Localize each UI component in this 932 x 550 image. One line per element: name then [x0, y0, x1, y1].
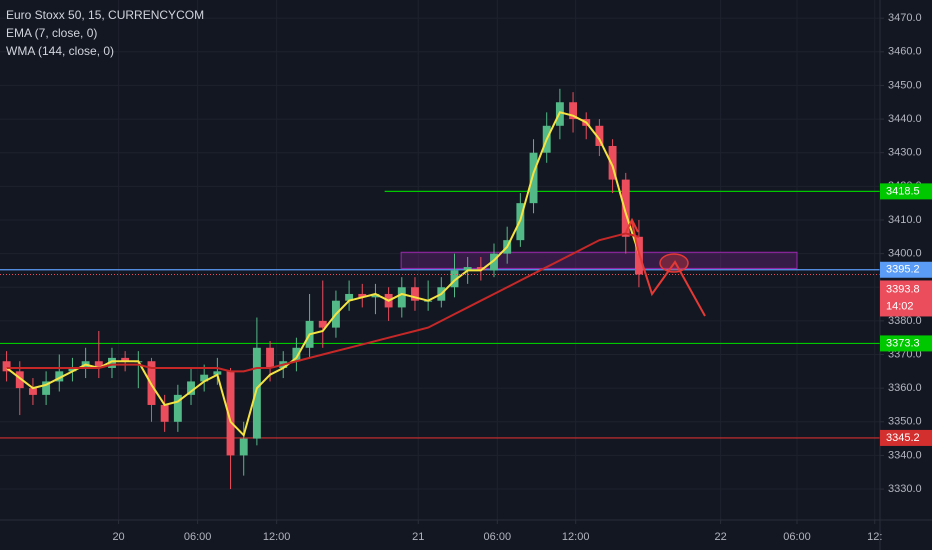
y-tick-label: 3370.0 [888, 348, 922, 360]
candle-body [187, 381, 195, 395]
drawing [625, 217, 706, 317]
candle-body [476, 267, 485, 271]
y-tick-label: 3400.0 [888, 248, 922, 260]
candle-body [94, 361, 103, 368]
level-label-box [880, 261, 932, 278]
candle-body [397, 287, 406, 308]
candle-body [200, 374, 209, 382]
legend-entry: WMA (144, close, 0) [6, 44, 114, 58]
level-label-box [880, 429, 932, 446]
y-tick-label: 3380.0 [888, 315, 922, 327]
candle-body [28, 388, 37, 395]
candle-body [345, 293, 354, 301]
y-tick-label: 3340.0 [888, 449, 922, 461]
candle-body [15, 371, 24, 389]
y-tick-label: 3350.0 [888, 416, 922, 428]
candle-body [463, 267, 472, 271]
candle-body [213, 371, 222, 375]
level-label: 3418.5 [886, 185, 920, 197]
candle-body [371, 293, 380, 298]
y-tick-label: 3460.0 [888, 46, 922, 58]
candle-body [608, 145, 617, 180]
candle-body [108, 357, 116, 368]
y-tick-label: 3430.0 [888, 147, 922, 159]
y-tick-label: 3440.0 [888, 113, 922, 125]
candle-body [318, 320, 327, 328]
x-tick-label: 21 [412, 531, 424, 543]
x-tick-label: 20 [112, 531, 124, 543]
countdown-label: 14:02 [886, 300, 914, 312]
arrow-head [625, 217, 639, 233]
x-tick-label: 12:00 [263, 531, 291, 543]
y-tick-label: 3410.0 [888, 214, 922, 226]
last-price-box [880, 280, 932, 317]
legend-entry: EMA (7, close, 0) [6, 26, 97, 40]
x-tick-label: 06:00 [184, 531, 212, 543]
zone [400, 251, 798, 269]
indicator-line [6, 232, 640, 373]
candle-body [160, 404, 169, 422]
candle-body [569, 102, 578, 120]
candle-body [121, 357, 130, 362]
level-label-box [880, 183, 932, 200]
y-tick-label: 3330.0 [888, 483, 922, 495]
x-tick-label: 22 [714, 531, 726, 543]
grid [0, 0, 880, 520]
level-label-box [880, 335, 932, 352]
chart-title: Euro Stoxx 50, 15, CURRENCYCOM [6, 8, 204, 22]
candle-body [68, 367, 77, 372]
highlight-circle [659, 253, 689, 273]
indicator-line [5, 111, 640, 438]
plot [0, 88, 880, 490]
candle-body [411, 287, 419, 301]
x-tick-label: 06:00 [783, 531, 811, 543]
candle-body [450, 270, 459, 288]
level-label: 3373.3 [886, 337, 920, 349]
candle-body [490, 253, 498, 271]
last-price-label: 3393.8 [886, 283, 920, 295]
candle-body [358, 293, 367, 298]
candle-body [226, 371, 235, 456]
candle-body [239, 438, 248, 456]
level-label: 3395.2 [886, 264, 920, 276]
y-tick-label: 3360.0 [888, 382, 922, 394]
projection-arrow [631, 221, 706, 317]
candle-body [292, 347, 301, 362]
level-label: 3345.2 [886, 432, 920, 444]
y-tick-label: 3470.0 [888, 12, 922, 24]
y-tick-label: 3450.0 [888, 79, 922, 91]
candle-body [529, 152, 538, 204]
candle-body [55, 371, 64, 382]
candle-body [173, 394, 182, 422]
candle-body [595, 125, 604, 146]
x-tick-label: 12: [867, 531, 882, 543]
candle-body [2, 361, 11, 372]
candle-body [42, 381, 51, 395]
x-tick-label: 12:00 [562, 531, 590, 543]
candle-body [621, 179, 630, 237]
candle-body [266, 347, 275, 368]
axes: 3330.03340.03350.03360.03370.03380.03390… [112, 12, 932, 543]
x-tick-label: 06:00 [484, 531, 512, 543]
candle-body [252, 347, 261, 439]
